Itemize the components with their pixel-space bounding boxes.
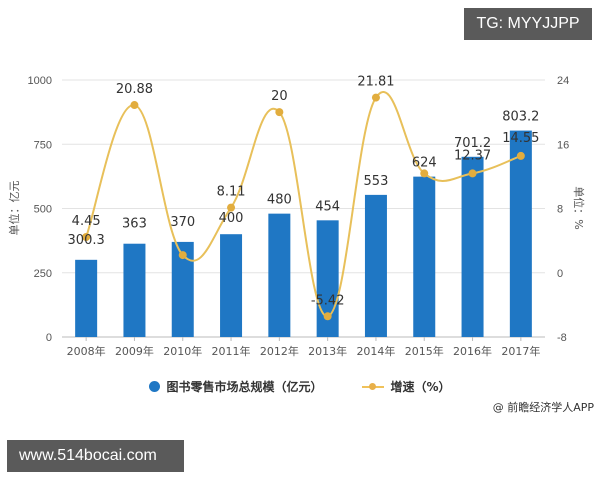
x-axis-label: 2012年 xyxy=(260,344,299,358)
growth-value-label: 12.37 xyxy=(454,148,491,163)
right-axis-tick: 8 xyxy=(557,204,563,216)
right-axis-title: 单位：% xyxy=(572,186,586,229)
bar[interactable] xyxy=(364,194,387,337)
x-axis-label: 2008年 xyxy=(67,344,106,358)
x-axis-label: 2009年 xyxy=(115,344,154,358)
bar[interactable] xyxy=(461,156,484,337)
x-axis-label: 2011年 xyxy=(212,344,251,358)
bar-value-label: 370 xyxy=(170,215,195,230)
bar[interactable] xyxy=(268,213,291,337)
bar[interactable] xyxy=(75,259,98,337)
bar[interactable] xyxy=(171,241,194,337)
left-axis-tick: 500 xyxy=(34,204,52,216)
bar-value-label: 454 xyxy=(315,199,340,214)
growth-marker[interactable] xyxy=(178,251,187,260)
legend-item-growth[interactable]: 增速（%） xyxy=(362,378,451,395)
bar-value-label: 300.3 xyxy=(68,233,105,248)
legend-label-growth: 增速（%） xyxy=(390,380,451,394)
growth-value-label: 20.88 xyxy=(116,82,153,97)
bar[interactable] xyxy=(220,234,243,337)
growth-line xyxy=(85,91,522,318)
x-axis-label: 2014年 xyxy=(356,344,395,358)
bar[interactable] xyxy=(413,176,436,337)
left-axis-tick: 250 xyxy=(34,268,52,280)
bar-value-label: 400 xyxy=(219,211,244,226)
x-axis-label: 2016年 xyxy=(453,344,492,358)
growth-value-label: 8.11 xyxy=(217,185,246,200)
top-watermark-badge: TG: MYYJJPP xyxy=(464,8,592,40)
growth-marker[interactable] xyxy=(275,108,284,117)
left-axis-tick: 0 xyxy=(46,332,52,344)
bar-value-label: 553 xyxy=(364,174,389,189)
bottom-watermark-badge: www.514bocai.com xyxy=(7,440,184,472)
right-axis-tick: 16 xyxy=(557,139,569,151)
growth-marker[interactable] xyxy=(420,169,429,178)
x-axis-label: 2013年 xyxy=(308,344,347,358)
x-axis-label: 2015年 xyxy=(405,344,444,358)
growth-marker[interactable] xyxy=(371,93,380,102)
growth-marker[interactable] xyxy=(323,312,332,321)
bar[interactable] xyxy=(509,130,532,337)
growth-value-label: 20 xyxy=(271,89,288,104)
growth-value-label: -5.42 xyxy=(311,293,345,308)
bar[interactable] xyxy=(123,243,146,337)
chart-legend: 图书零售市场总规模（亿元） 增速（%） xyxy=(0,378,600,395)
left-axis-tick: 1000 xyxy=(28,75,52,87)
left-axis-title: 单位：亿元 xyxy=(7,181,21,236)
bar-series-dot-icon xyxy=(149,381,161,392)
x-axis-label: 2017年 xyxy=(501,344,540,358)
bar-value-label: 624 xyxy=(412,156,437,171)
growth-value-label: 21.81 xyxy=(357,75,394,90)
bar-value-label: 803.2 xyxy=(502,110,539,125)
right-axis-tick: -8 xyxy=(557,332,567,344)
right-axis-tick: 0 xyxy=(557,268,563,280)
legend-label-market-size: 图书零售市场总规模（亿元） xyxy=(166,380,323,394)
bar-value-label: 480 xyxy=(267,193,292,208)
legend-item-market-size[interactable]: 图书零售市场总规模（亿元） xyxy=(149,378,322,395)
bar-value-label: 701.2 xyxy=(454,136,491,151)
bar-value-label: 363 xyxy=(122,217,147,232)
growth-value-label: 14.55 xyxy=(502,131,539,146)
line-series-marker-icon xyxy=(362,381,385,392)
x-axis-label: 2010年 xyxy=(163,344,202,358)
growth-marker[interactable] xyxy=(130,101,139,110)
growth-marker[interactable] xyxy=(227,203,236,212)
growth-marker[interactable] xyxy=(468,169,477,178)
left-axis-tick: 750 xyxy=(34,139,52,151)
right-axis-tick: 24 xyxy=(557,75,569,87)
bar[interactable] xyxy=(316,220,339,337)
growth-marker[interactable] xyxy=(516,151,525,160)
growth-value-label: 4.45 xyxy=(72,214,101,229)
source-attribution: @ 前瞻经济学人APP xyxy=(492,401,594,414)
growth-marker[interactable] xyxy=(82,233,91,242)
